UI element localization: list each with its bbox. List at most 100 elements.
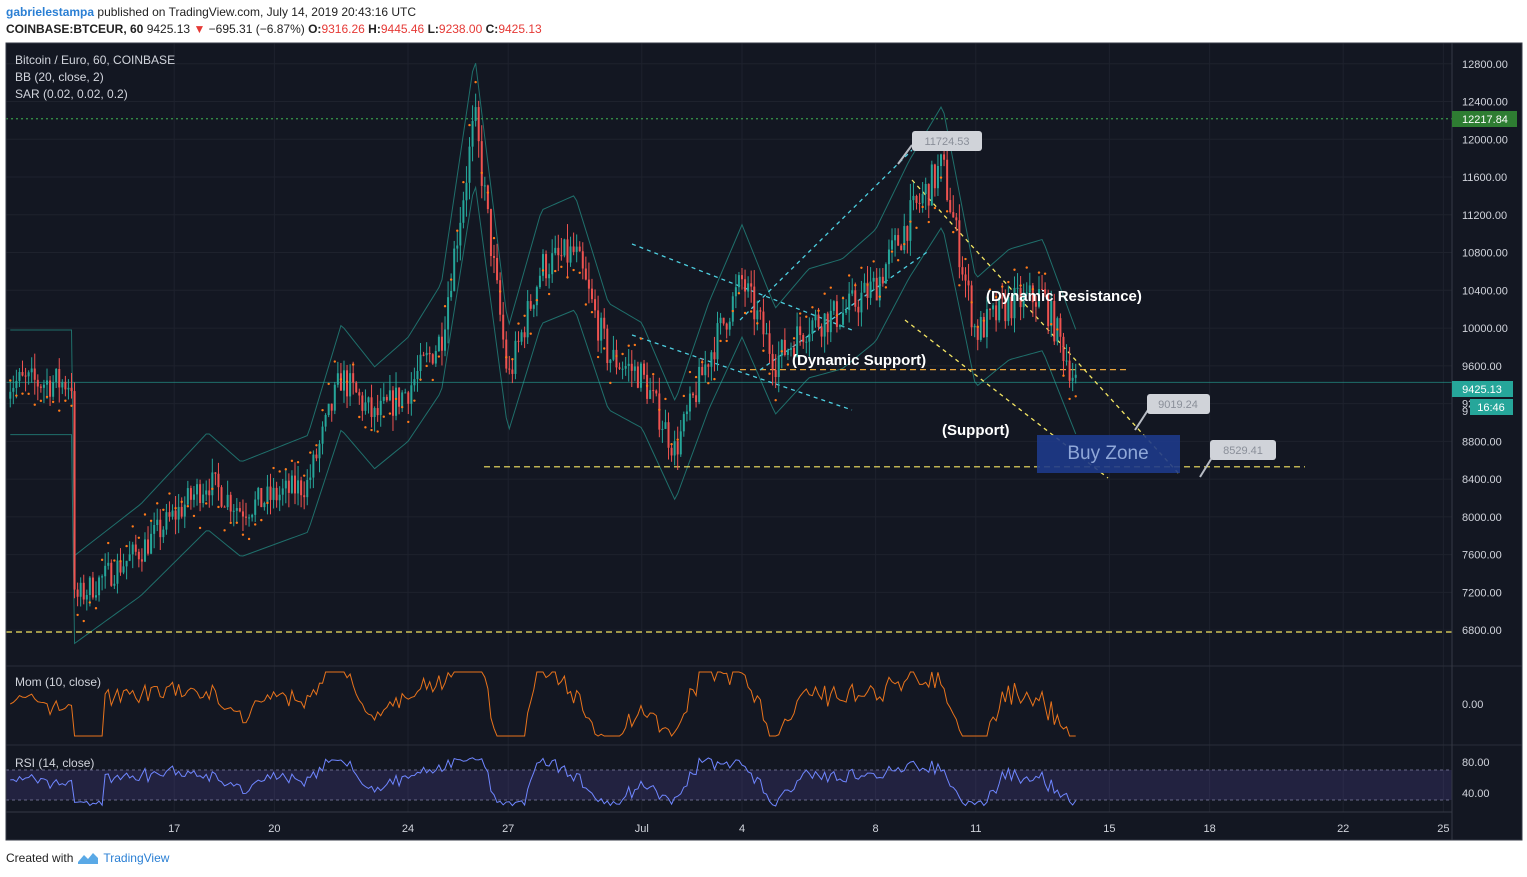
candle-body [306,479,309,498]
candle-body [523,332,526,338]
sar-dot [174,507,177,510]
legend-rsi[interactable]: RSI (14, close) [15,756,94,770]
candle-body [633,366,636,371]
candle-body [713,352,716,360]
time-tick-label: 24 [402,823,414,835]
candle-body [799,326,802,336]
legend-sar[interactable]: SAR (0.02, 0.02, 0.2) [15,87,128,101]
callout-mid-text: 9019.24 [1158,399,1198,411]
candle-body [511,369,514,374]
sar-dot [149,519,153,523]
sar-dot [443,305,447,308]
buy-zone-box[interactable] [1037,435,1180,473]
candle-body [630,363,633,371]
candle-body [401,392,404,407]
candle-body [725,323,728,330]
callout-mid[interactable]: 9019.24 [1134,394,1210,431]
tradingview-logo-icon [78,853,99,864]
sar-dot [413,399,416,402]
candle-body [985,309,988,338]
callout-mid-box [1147,394,1210,414]
candle-body [615,349,618,368]
sar-dot [449,278,453,281]
sar-dot [382,415,385,418]
legend-mom[interactable]: Mom (10, close) [15,675,101,689]
tradingview-link[interactable]: TradingView [103,851,170,865]
candle-body [248,517,251,519]
candle-body [159,519,162,538]
candle-body [826,313,829,333]
sar-dot [278,470,281,473]
sar-dot [1025,266,1028,269]
trend-line[interactable] [631,334,853,411]
candle-body [679,431,682,455]
candle-body [137,551,140,560]
trend-line[interactable] [739,149,913,321]
sar-dot [1037,271,1041,274]
candle-body [793,347,796,357]
candle-body [655,390,658,394]
sar-dot [468,123,471,127]
close-label: C: [485,22,499,36]
candle-body [437,336,440,352]
candle-body [575,246,578,252]
candle-body [1059,318,1062,337]
candle-body [153,525,156,534]
sar-dot [805,315,808,318]
candle-body [208,490,211,496]
candle-body [373,408,376,418]
candle-body [541,254,544,276]
sar-dot [756,322,759,325]
horizontal-levels [6,118,1452,633]
author-link[interactable]: gabrielestampa [6,5,95,19]
candle-body [973,325,976,328]
legend-title[interactable]: Bitcoin / Euro, 60, COINBASE [15,53,175,67]
callout-high[interactable]: 11724.53 [897,131,982,165]
candle-body [545,254,548,279]
sar-dot [841,296,845,300]
candle-body [597,310,600,341]
sar-dot [890,250,894,253]
candle-body [425,352,428,356]
candle-body [211,472,214,496]
sar-dot [39,399,43,403]
price-tick-label: 11600.00 [1462,172,1507,184]
candle-body [297,480,300,494]
trend-line[interactable] [904,319,1109,479]
sar-dot [266,501,269,505]
candle-body [364,402,367,411]
legend-bb[interactable]: BB (20, close, 2) [15,70,104,84]
time-tick-label: 22 [1337,823,1349,835]
sar-dot [878,295,881,298]
candle-body [245,516,248,518]
candle-body [566,239,569,263]
candle-body [979,316,982,340]
candle-body [342,370,345,391]
candle-body [887,249,890,265]
candle-body [113,583,116,586]
callout-low[interactable]: 8529.41 [1199,440,1276,478]
candle-body [688,393,691,412]
sar-dot [725,339,728,343]
candle-body [897,235,900,246]
partial-price-tick: 9 [1462,406,1468,418]
price-tick-label: 6800.00 [1462,625,1502,637]
price-tick-label: 11200.00 [1462,210,1507,222]
sar-dot [235,521,239,524]
time-axis[interactable]: 17 20 24 27 Jul 4 8 11 15 18 22 25 [168,823,1449,835]
candle-body [878,276,881,301]
candle-body [36,379,39,387]
price-tick-label: 12000.00 [1462,134,1508,146]
callout-low-box [1210,440,1276,460]
candle-body [24,375,27,377]
candle-body [777,355,780,378]
candle-body [177,506,180,520]
candle-body [260,488,263,508]
sar-dot [125,544,128,548]
candle-body [416,370,419,380]
chart-canvas[interactable]: Buy Zone (Dynamic Resistance) (Dynamic S… [0,42,1527,842]
candle-body [1007,296,1010,322]
footer: Created with TradingView [6,851,169,865]
high-line-tag-text: 12217.84 [1462,114,1508,126]
candle-body [480,141,483,186]
